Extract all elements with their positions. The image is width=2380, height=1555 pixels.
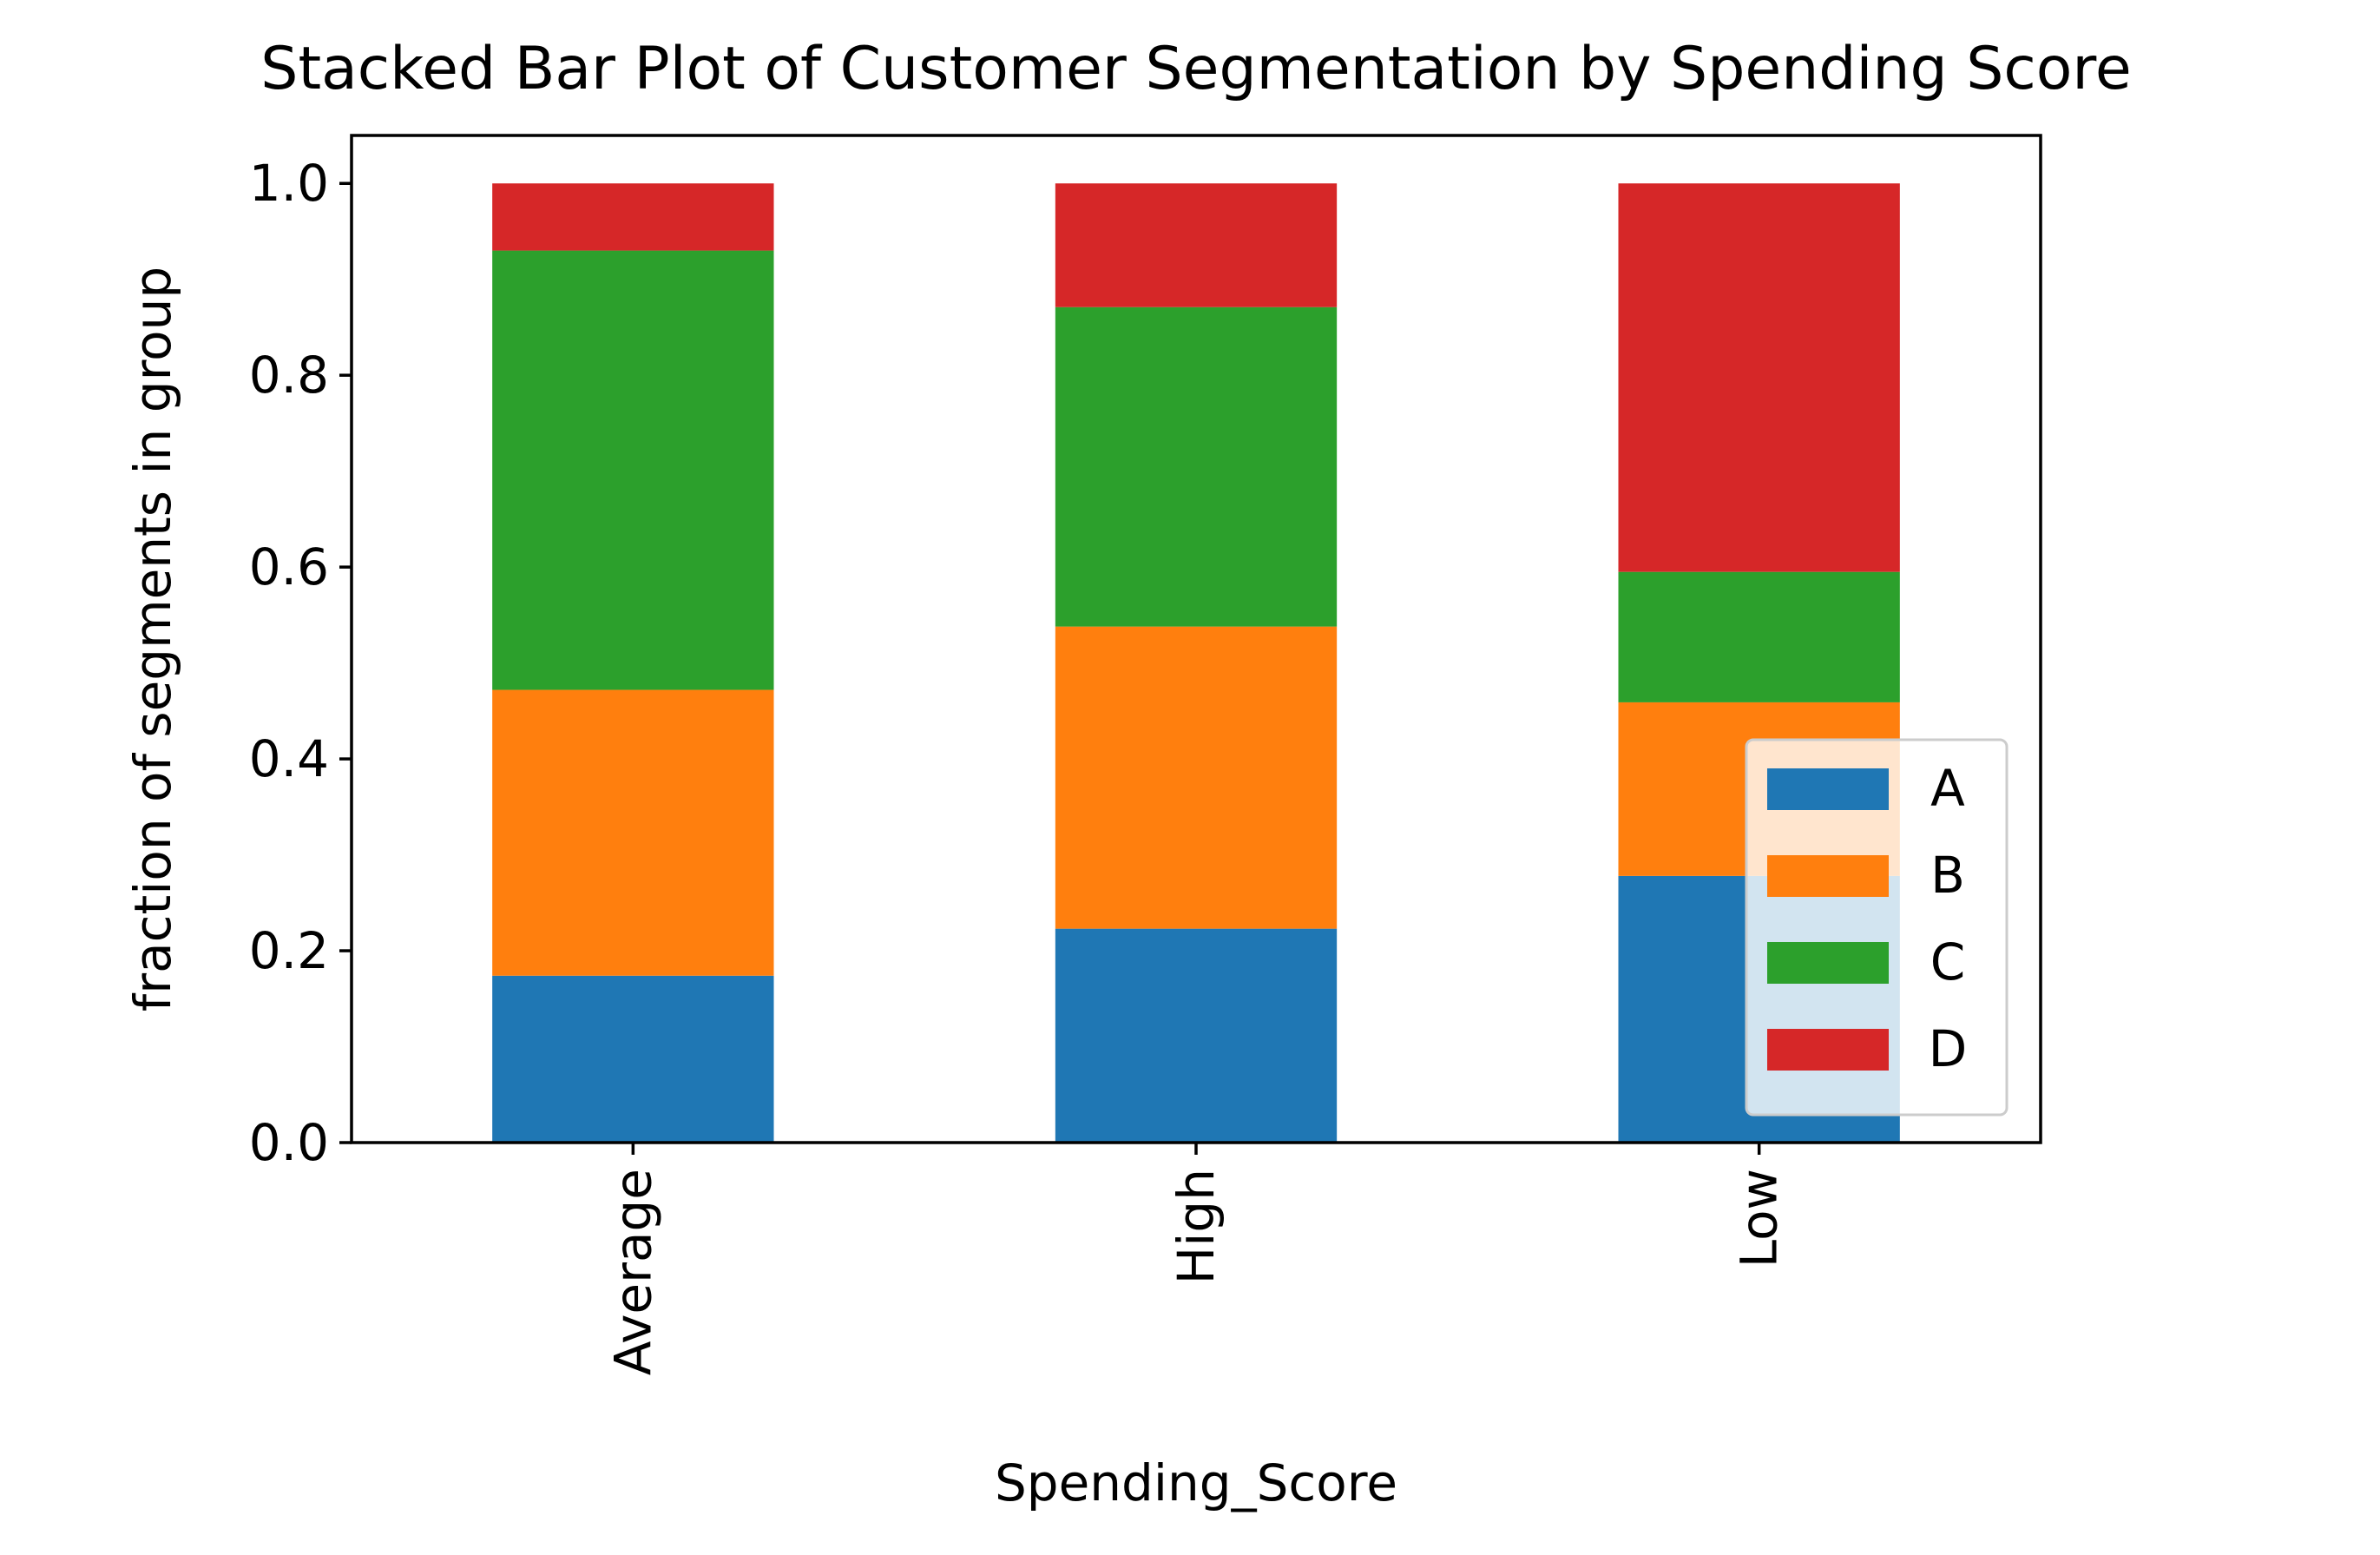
bar-high-c	[1055, 306, 1338, 627]
legend-swatch-d	[1767, 1029, 1889, 1071]
legend-label-a: A	[1930, 759, 1965, 818]
bar-average-b	[492, 689, 774, 976]
y-axis: 0.0 0.2 0.4 0.6 0.8 1.0	[249, 154, 352, 1172]
x-tick-label-low: Low	[1730, 1169, 1789, 1268]
y-axis-label: fraction of segments in group	[123, 267, 182, 1011]
x-tick-label-average: Average	[603, 1169, 662, 1375]
bars-layer	[492, 183, 1900, 1143]
y-tick-label: 0.6	[249, 537, 329, 596]
legend-swatch-a	[1767, 768, 1889, 810]
legend-box	[1745, 738, 2009, 1117]
legend-swatch-b	[1767, 855, 1889, 897]
bar-high-d	[1055, 183, 1338, 307]
bar-average-c	[492, 250, 774, 690]
bar-low-d	[1618, 183, 1900, 572]
bar-average-d	[492, 183, 774, 251]
y-tick-label: 1.0	[249, 154, 329, 213]
legend-label-c: C	[1930, 932, 1966, 992]
y-tick-label: 0.4	[249, 729, 329, 788]
chart-title: Stacked Bar Plot of Customer Segmentatio…	[260, 35, 2131, 103]
y-tick-label: 0.0	[249, 1113, 329, 1172]
bar-low-c	[1618, 571, 1900, 702]
legend-label-b: B	[1930, 846, 1965, 905]
x-axis-label: Spending_Score	[995, 1453, 1397, 1512]
bar-average-a	[492, 975, 774, 1143]
legend-label-d: D	[1929, 1019, 1968, 1078]
y-tick-label: 0.8	[249, 346, 329, 405]
legend-swatch-c	[1767, 942, 1889, 984]
y-tick-label: 0.2	[249, 921, 329, 980]
bar-high-a	[1055, 928, 1338, 1143]
x-axis: Average High Low	[603, 1143, 1789, 1375]
bar-high-b	[1055, 626, 1338, 929]
x-tick-label-high: High	[1167, 1169, 1226, 1284]
